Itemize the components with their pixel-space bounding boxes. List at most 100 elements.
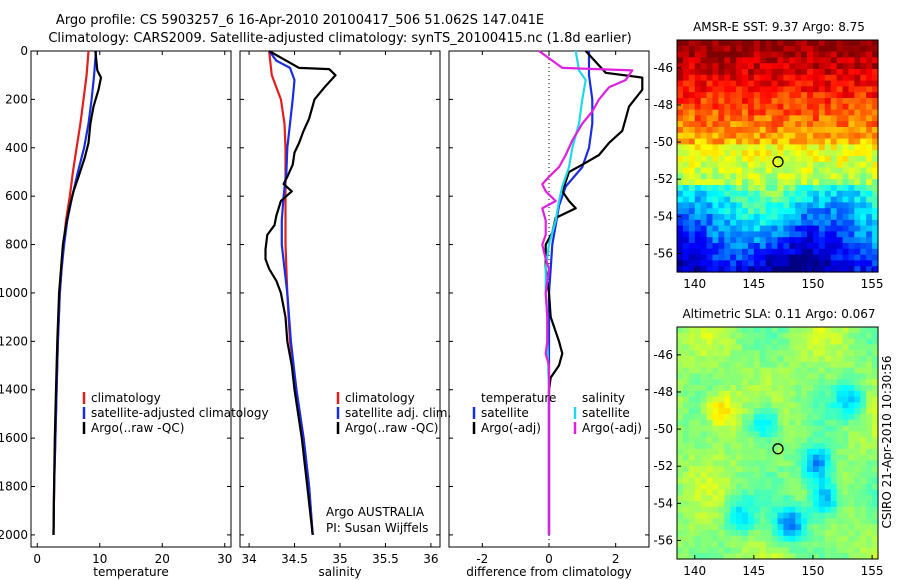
map-cell: [824, 202, 832, 209]
map-cell: [712, 150, 719, 157]
map-cell: [818, 92, 826, 99]
map-cell: [860, 260, 867, 267]
map-cell: [812, 74, 820, 82]
map-cell: [700, 219, 708, 227]
map-cell: [807, 266, 814, 273]
map-cell: [682, 121, 690, 128]
map-cell: [753, 356, 761, 363]
map-cell: [848, 179, 855, 186]
map-cell: [860, 408, 867, 415]
map-cell: [724, 109, 731, 116]
map-cell: [818, 57, 826, 64]
map-cell: [712, 225, 719, 232]
map-cell: [860, 454, 867, 461]
map-cell: [860, 547, 867, 554]
map-cell: [730, 115, 737, 122]
map-cell: [824, 115, 832, 122]
map-cell: [718, 512, 725, 519]
map-cell: [801, 202, 808, 209]
map-cell: [747, 214, 755, 221]
map-cell: [736, 501, 743, 508]
map-cell: [712, 109, 719, 116]
map-cell: [830, 98, 838, 105]
map-cell: [824, 98, 832, 105]
map-cell: [830, 121, 838, 128]
map-cell: [866, 138, 873, 145]
map-cell: [706, 115, 714, 122]
map-cell: [812, 477, 820, 485]
map-cell: [759, 248, 767, 256]
map-cell: [730, 69, 737, 76]
map-cell: [807, 332, 814, 340]
map-cell: [854, 254, 861, 261]
map-cell: [759, 518, 767, 525]
map-cell: [677, 530, 684, 537]
map-cell: [866, 506, 873, 514]
map-cell: [789, 518, 796, 525]
map-cell: [759, 477, 767, 485]
map-cell: [747, 379, 755, 386]
map-cell: [700, 489, 708, 496]
map-cell: [795, 57, 802, 64]
map-cell: [789, 460, 796, 467]
map-cell: [866, 390, 873, 398]
map-cell: [836, 202, 844, 209]
map-cell: [718, 74, 725, 82]
map-cell: [718, 243, 725, 250]
map-cell: [872, 185, 879, 192]
map-cell: [771, 547, 779, 554]
map-cell: [765, 260, 773, 267]
map-cell: [807, 419, 814, 427]
legend-satellite-label: satellite adj. clim.: [345, 406, 451, 420]
map-cell: [830, 202, 838, 209]
map-cell: [682, 553, 690, 560]
map-cell: [730, 243, 737, 250]
map-cell: [872, 121, 879, 128]
map-cell: [812, 144, 820, 151]
map-cell: [842, 518, 850, 525]
map-x-tick-label: 155: [861, 277, 884, 291]
map-cell: [812, 379, 820, 386]
map-cell: [789, 327, 796, 334]
map-cell: [830, 547, 838, 554]
map-cell: [753, 443, 761, 450]
map-cell: [724, 547, 731, 554]
map-cell: [854, 460, 861, 467]
map-cell: [682, 535, 690, 543]
map-cell: [771, 512, 779, 519]
map-cell: [854, 327, 861, 334]
map-cell: [789, 408, 796, 415]
map-cell: [789, 150, 796, 157]
map-cell: [872, 254, 879, 261]
map-cell: [801, 231, 808, 238]
map-cell: [700, 541, 708, 548]
map-cell: [795, 506, 802, 514]
map-cell: [789, 167, 796, 174]
map-cell: [860, 115, 867, 122]
map-cell: [812, 472, 820, 479]
map-cell: [736, 231, 743, 238]
map-cell: [818, 243, 826, 250]
map-cell: [677, 150, 684, 157]
map-cell: [824, 254, 832, 261]
map-cell: [700, 179, 708, 186]
map-cell: [818, 454, 826, 461]
map-cell: [742, 74, 749, 82]
map-cell: [848, 530, 855, 537]
map-cell: [860, 414, 867, 421]
map-cell: [682, 243, 690, 250]
map-cell: [872, 225, 879, 232]
map-cell: [854, 518, 861, 525]
map-cell: [700, 144, 708, 151]
map-cell: [700, 327, 708, 334]
map-cell: [836, 512, 844, 519]
map-cell: [830, 115, 838, 122]
map-cell: [747, 179, 755, 186]
map-cell: [795, 80, 802, 87]
map-cell: [736, 541, 743, 548]
map-cell: [795, 127, 802, 134]
map-cell: [718, 237, 725, 244]
map-cell: [812, 179, 820, 186]
map-cell: [736, 483, 743, 490]
map-cell: [830, 80, 838, 87]
